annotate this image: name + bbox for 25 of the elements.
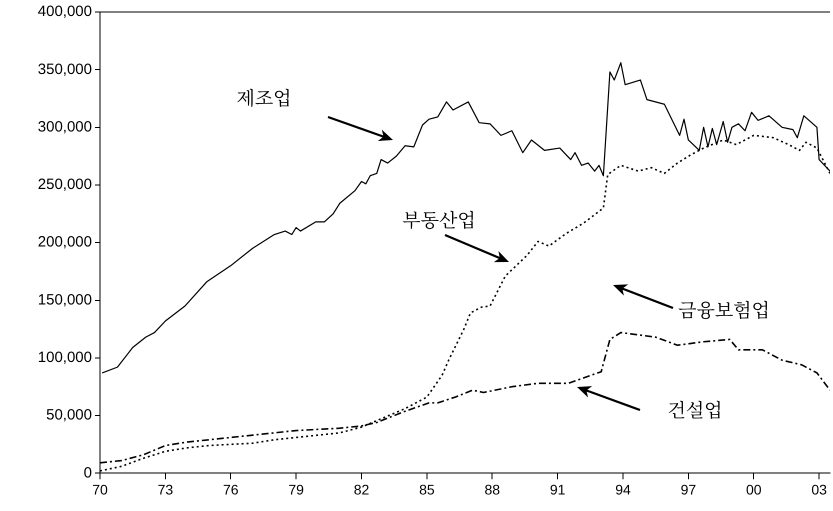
y-tick-label: 0 xyxy=(84,464,92,482)
y-tick-label: 150,000 xyxy=(38,291,92,308)
x-tick-label: 88 xyxy=(484,481,500,498)
x-tick-label: 91 xyxy=(550,481,566,498)
y-tick-label: 50,000 xyxy=(46,406,92,424)
annotation: 건설업 xyxy=(667,400,723,422)
x-tick-label: 03 xyxy=(811,481,828,498)
y-tick-label: 100,000 xyxy=(38,349,92,366)
x-tick-label: 00 xyxy=(746,481,762,498)
y-tick-label: 300,000 xyxy=(38,118,92,136)
x-tick-label: 79 xyxy=(288,481,304,498)
x-tick-label: 70 xyxy=(92,481,108,498)
x-tick-label: 76 xyxy=(222,481,239,498)
x-tick-label: 97 xyxy=(680,481,696,498)
x-tick-label: 94 xyxy=(615,481,631,498)
annotation: 제조업 xyxy=(236,88,292,110)
y-tick-label: 350,000 xyxy=(38,60,92,78)
annotation: 금융보험업 xyxy=(678,300,770,322)
y-tick-label: 200,000 xyxy=(38,234,92,251)
annotation: 부동산업 xyxy=(402,210,476,232)
y-tick-label: 400,000 xyxy=(38,3,92,20)
x-tick-label: 82 xyxy=(354,481,370,498)
y-tick-label: 250,000 xyxy=(38,176,92,194)
x-tick-label: 85 xyxy=(419,481,435,498)
x-tick-label: 73 xyxy=(158,481,174,498)
